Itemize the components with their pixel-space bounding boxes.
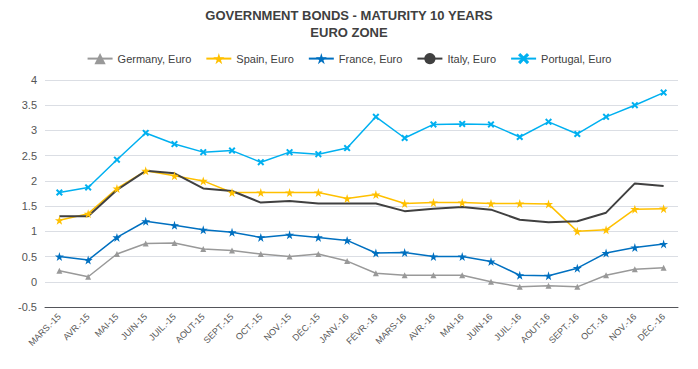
svg-text:MAI-15: MAI-15: [93, 311, 121, 339]
svg-text:2: 2: [31, 175, 37, 187]
svg-text:SEPT.-16: SEPT.-16: [547, 311, 581, 345]
svg-text:-0.5: -0.5: [18, 301, 37, 313]
svg-text:3: 3: [31, 124, 37, 136]
svg-text:3.5: 3.5: [22, 99, 37, 111]
svg-text:JUIL.-15: JUIL.-15: [146, 311, 178, 343]
svg-text:AOUT-15: AOUT-15: [173, 311, 207, 345]
svg-text:4: 4: [31, 74, 37, 86]
svg-text:FÉVR.-16: FÉVR.-16: [344, 311, 379, 346]
svg-text:OCT.-15: OCT.-15: [234, 311, 265, 342]
svg-text:NOV.-16: NOV.-16: [607, 311, 638, 342]
svg-text:JUIN-16: JUIN-16: [464, 311, 494, 341]
svg-text:1: 1: [31, 225, 37, 237]
svg-text:OCT.-16: OCT.-16: [579, 311, 610, 342]
svg-text:AOUT-16: AOUT-16: [519, 311, 553, 345]
svg-text:NOV.-15: NOV.-15: [262, 311, 293, 342]
svg-text:MAI-16: MAI-16: [438, 311, 466, 339]
svg-text:JANV.-16: JANV.-16: [317, 311, 351, 346]
svg-text:Portugal, Euro: Portugal, Euro: [541, 53, 611, 65]
svg-text:DÉC.-15: DÉC.-15: [290, 311, 322, 343]
svg-text:JUIL.-16: JUIL.-16: [492, 311, 524, 343]
svg-text:JUIN-15: JUIN-15: [119, 311, 149, 341]
svg-text:DÉC.-16: DÉC.-16: [636, 311, 667, 342]
svg-text:2.5: 2.5: [22, 150, 37, 162]
svg-text:Germany, Euro: Germany, Euro: [118, 53, 192, 65]
svg-text:0: 0: [31, 276, 37, 288]
svg-text:0.5: 0.5: [22, 251, 37, 263]
svg-text:Spain, Euro: Spain, Euro: [236, 53, 293, 65]
svg-text:AVR.-16: AVR.-16: [406, 311, 437, 342]
svg-text:Italy, Euro: Italy, Euro: [447, 53, 496, 65]
svg-text:1.5: 1.5: [22, 200, 37, 212]
svg-text:EURO ZONE: EURO ZONE: [310, 25, 388, 40]
svg-text:MARS.-15: MARS.-15: [27, 311, 63, 347]
svg-text:AVR.-15: AVR.-15: [61, 311, 92, 342]
svg-text:SEPT.-15: SEPT.-15: [202, 311, 236, 345]
svg-text:MARS-16: MARS-16: [374, 311, 409, 346]
svg-text:GOVERNMENT BONDS - MATURITY 10: GOVERNMENT BONDS - MATURITY 10 YEARS: [205, 8, 493, 23]
svg-text:France, Euro: France, Euro: [339, 53, 403, 65]
